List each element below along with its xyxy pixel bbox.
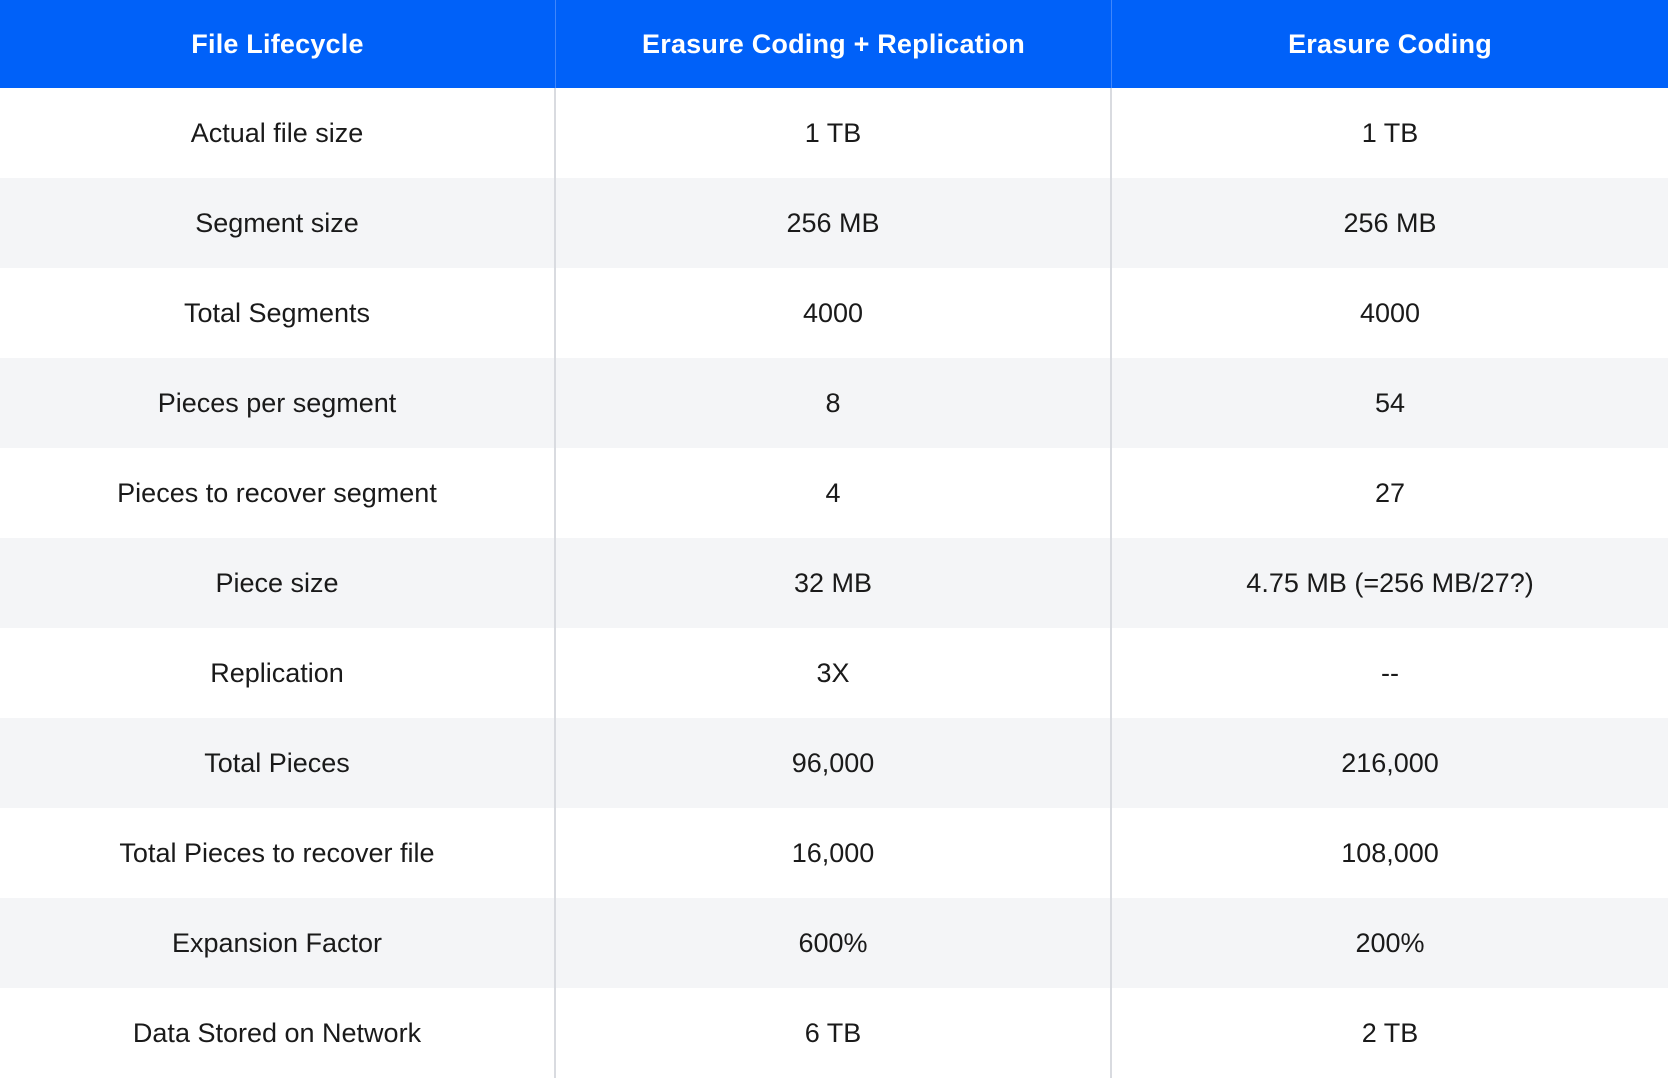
row-value-ec: 2 TB: [1361, 1017, 1419, 1048]
row-value-ecr: 96,000: [556, 718, 1112, 808]
table-row: Piece size 32 MB 4.75 MB (=256 MB/27?): [0, 538, 1668, 628]
table-row: Actual file size 1 TB 1 TB: [0, 88, 1668, 178]
row-label: Data Stored on Network: [0, 988, 556, 1078]
row-value-ec: 200%: [1355, 927, 1425, 958]
table-row: Total Pieces 96,000 216,000: [0, 718, 1668, 808]
row-label: Expansion Factor: [0, 898, 556, 988]
table-row: Segment size 256 MB 256 MB: [0, 178, 1668, 268]
row-label: Total Pieces: [0, 718, 556, 808]
table-header-row: File Lifecycle Erasure Coding + Replicat…: [0, 0, 1668, 88]
row-value-ec: 108,000: [1341, 837, 1439, 868]
row-value-ecr: 4: [556, 448, 1112, 538]
row-value-ecr: 6 TB: [556, 988, 1112, 1078]
row-value-ec: 1 TB: [1361, 117, 1419, 148]
row-label: Pieces per segment: [0, 358, 556, 448]
table-row: Expansion Factor 600% 200%: [0, 898, 1668, 988]
row-value-ec: 4.75 MB (=256 MB/27?): [1246, 567, 1534, 598]
table-row: Total Segments 4000 4000: [0, 268, 1668, 358]
table-row: Pieces per segment 8 54: [0, 358, 1668, 448]
header-erasure-coding: Erasure Coding: [1288, 28, 1492, 59]
row-label: Piece size: [0, 538, 556, 628]
row-value-ecr: 600%: [556, 898, 1112, 988]
row-value-ec: 216,000: [1341, 747, 1439, 778]
row-value-ec: 4000: [1359, 297, 1421, 328]
table-row: Pieces to recover segment 4 27: [0, 448, 1668, 538]
row-value-ecr: 32 MB: [556, 538, 1112, 628]
header-file-lifecycle: File Lifecycle: [0, 0, 556, 88]
row-value-ec: 256 MB: [1343, 207, 1437, 238]
row-value-ecr: 16,000: [556, 808, 1112, 898]
row-value-ecr: 3X: [556, 628, 1112, 718]
row-label: Total Pieces to recover file: [0, 808, 556, 898]
row-label: Actual file size: [0, 88, 556, 178]
header-erasure-coding-replication: Erasure Coding + Replication: [556, 0, 1112, 88]
table-row: Total Pieces to recover file 16,000 108,…: [0, 808, 1668, 898]
row-value-ec: --: [1381, 657, 1399, 688]
row-value-ecr: 4000: [556, 268, 1112, 358]
row-value-ecr: 8: [556, 358, 1112, 448]
row-label: Segment size: [0, 178, 556, 268]
row-label: Replication: [0, 628, 556, 718]
row-label: Total Segments: [0, 268, 556, 358]
table-row: Data Stored on Network 6 TB 2 TB: [0, 988, 1668, 1078]
row-value-ec: 54: [1374, 387, 1406, 418]
row-label: Pieces to recover segment: [0, 448, 556, 538]
table-row: Replication 3X --: [0, 628, 1668, 718]
row-value-ecr: 256 MB: [556, 178, 1112, 268]
row-value-ec: 27: [1374, 477, 1406, 508]
row-value-ecr: 1 TB: [556, 88, 1112, 178]
